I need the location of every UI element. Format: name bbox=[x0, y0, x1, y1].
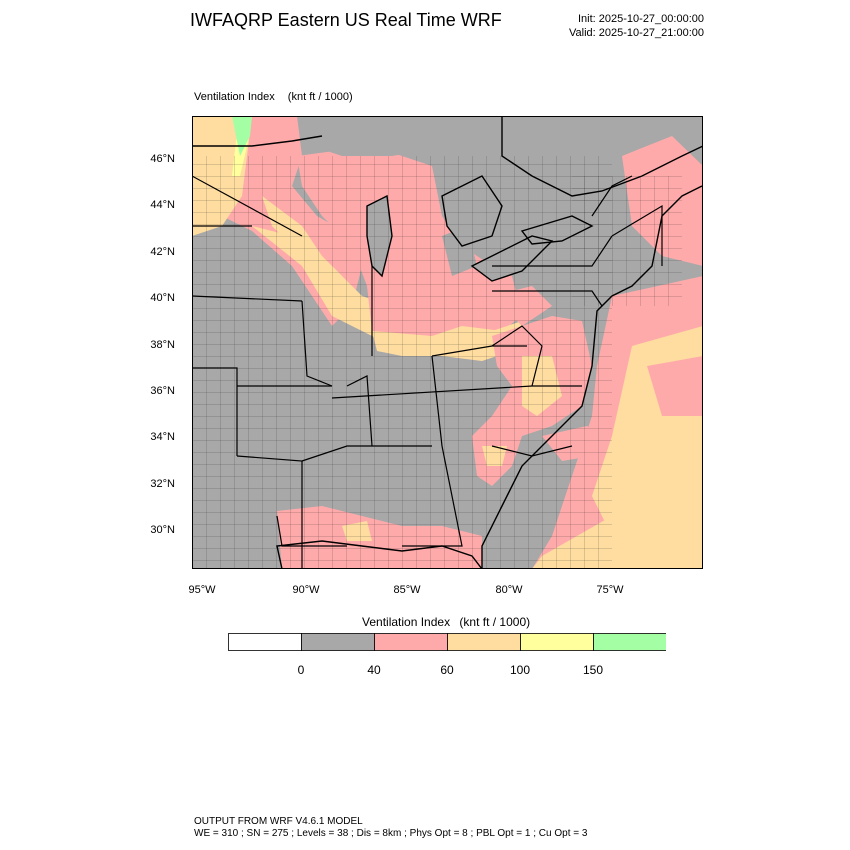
field-name: Ventilation Index bbox=[194, 91, 275, 103]
field-units: (knt ft / 1000) bbox=[287, 91, 353, 103]
model-config-line: WE = 310 ; SN = 275 ; Levels = 38 ; Dis … bbox=[194, 828, 588, 839]
chart-title: IWFAQRP Eastern US Real Time WRF bbox=[190, 10, 502, 30]
lon-label: 90°W bbox=[292, 584, 320, 596]
colorbar-tick-label: 100 bbox=[509, 663, 531, 677]
lat-label: 44°N bbox=[150, 199, 175, 211]
colorbar-units: (knt ft / 1000) bbox=[459, 615, 531, 629]
init-time: Init: 2025-10-27_00:00:00 bbox=[578, 13, 704, 25]
lon-label: 85°W bbox=[393, 584, 421, 596]
state-boundaries bbox=[192, 175, 663, 569]
colorbar-swatch bbox=[374, 633, 448, 651]
colorbar-swatch bbox=[520, 633, 594, 651]
colorbar-swatch bbox=[301, 633, 375, 651]
lat-label: 34°N bbox=[150, 431, 175, 443]
ventilation-map bbox=[192, 116, 703, 569]
lon-label: 80°W bbox=[495, 584, 523, 596]
colorbar-tick-label: 150 bbox=[582, 663, 604, 677]
map-frame bbox=[192, 116, 703, 569]
lat-label: 42°N bbox=[150, 246, 175, 258]
lat-label: 38°N bbox=[150, 339, 175, 351]
lon-label: 75°W bbox=[596, 584, 624, 596]
colorbar-tick-label: 0 bbox=[297, 663, 305, 677]
coastlines bbox=[192, 116, 703, 569]
colorbar-tick-label: 60 bbox=[440, 663, 454, 677]
colorbar bbox=[228, 633, 666, 651]
county-boundaries bbox=[192, 156, 682, 569]
lat-label: 36°N bbox=[150, 385, 175, 397]
lat-label: 40°N bbox=[150, 292, 175, 304]
lat-label: 46°N bbox=[150, 153, 175, 165]
lat-label: 32°N bbox=[150, 478, 175, 490]
colorbar-field-name: Ventilation Index bbox=[362, 615, 451, 629]
field-label: Ventilation Index (knt ft / 1000) bbox=[194, 91, 353, 103]
lon-label: 95°W bbox=[188, 584, 216, 596]
colorbar-swatch bbox=[228, 633, 302, 651]
valid-time: Valid: 2025-10-27_21:00:00 bbox=[569, 27, 704, 39]
model-output-line: OUTPUT FROM WRF V4.6.1 MODEL bbox=[194, 816, 363, 827]
colorbar-tick-label: 40 bbox=[367, 663, 381, 677]
lat-label: 30°N bbox=[150, 524, 175, 536]
colorbar-swatch bbox=[447, 633, 521, 651]
colorbar-swatch bbox=[593, 633, 666, 651]
colorbar-title: Ventilation Index (knt ft / 1000) bbox=[362, 615, 530, 629]
